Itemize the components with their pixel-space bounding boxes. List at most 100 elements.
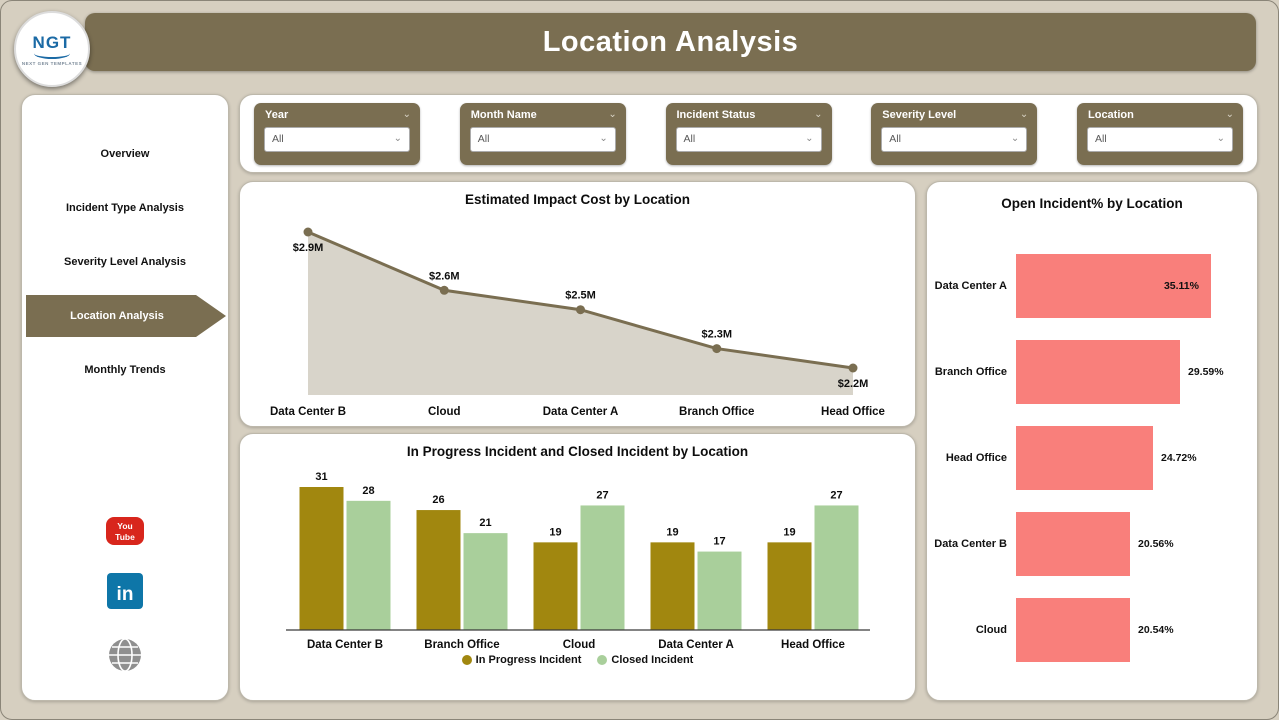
hbar-track: 35.11% [1016,254,1211,318]
filter-incident-status: Incident Status ⌄ All ⌄ [665,102,832,165]
hbar-track: 20.56% [1016,512,1174,576]
legend-label: Closed Incident [611,654,694,666]
year-dropdown[interactable]: All ⌄ [264,126,410,152]
bar[interactable] [1016,340,1180,404]
chevron-down-icon[interactable]: ⌄ [402,108,411,120]
panel-incidents-by-location: In Progress Incident and Closed Incident… [239,433,916,701]
filter-label: Incident Status [676,108,756,121]
bar[interactable] [346,500,391,630]
website-globe-icon[interactable] [106,636,144,674]
dropdown-value: All [477,133,490,145]
legend-item[interactable]: Closed Incident [597,654,693,666]
data-label: $2.2M [838,378,869,390]
data-point[interactable] [439,285,449,295]
data-point[interactable] [712,344,722,354]
sidebar-nav: Overview Incident Type Analysis Severity… [22,95,228,385]
axis-category-label: Branch Office [934,366,1007,378]
data-label: 20.56% [1138,538,1174,550]
filter-label: Location [1088,108,1134,121]
logo-text: NGT [32,32,72,52]
dropdown-value: All [889,133,901,145]
hbar-row: Head Office 24.72% [933,415,1257,501]
filter-label: Year [265,108,289,121]
data-label: 19 [783,526,795,538]
impact-cost-area-chart: $2.9M Data Center B $2.6M Cloud $2.5M Data Ce… [270,227,885,418]
hbar-row: Cloud 20.54% [933,587,1257,673]
bar[interactable] [650,542,695,630]
data-label: 31 [315,471,327,483]
chart-title: Open Incident% by Location [1001,196,1183,211]
bar[interactable] [697,551,742,630]
data-point[interactable] [303,227,313,237]
chart-title: Estimated Impact Cost by Location [464,192,691,207]
bar[interactable] [767,542,812,630]
bar[interactable] [814,505,859,630]
axis-category-label: Cloud [563,639,596,651]
chart-title: In Progress Incident and Closed Incident… [406,444,749,459]
legend-dot [597,655,608,665]
data-point[interactable] [576,305,585,315]
axis-category-label: Data Center B [270,406,346,418]
linkedin-icon[interactable]: in [107,573,143,609]
chevron-down-icon[interactable]: ⌄ [608,108,617,120]
chevron-down-icon[interactable]: ⌄ [1225,108,1234,120]
bar[interactable] [1016,426,1153,490]
chevron-down-icon: ⌄ [393,133,402,144]
bar[interactable] [463,533,508,630]
bar[interactable] [580,505,625,630]
axis-category-label: Branch Office [424,639,499,651]
sidebar-item-location-analysis[interactable]: Location Analysis [26,295,226,337]
incident-status-dropdown[interactable]: All ⌄ [675,126,822,152]
chevron-down-icon[interactable]: ⌄ [814,108,823,120]
hbar-track: 24.72% [1016,426,1197,490]
legend-dot [461,655,472,665]
bar[interactable] [533,542,578,630]
dropdown-value: All [1095,133,1107,145]
data-label: $2.5M [565,290,596,302]
data-label: 27 [596,489,608,501]
hbar-row: Data Center A 35.11% [933,243,1257,329]
axis-category-label: Data Center B [307,639,383,651]
sidebar-item-severity-level-analysis[interactable]: Severity Level Analysis [64,256,186,268]
bar[interactable] [1016,512,1130,576]
hbar-track: 20.54% [1016,598,1174,662]
data-label: 35.11% [1163,280,1199,292]
axis-category-label: Head Office [781,639,845,651]
hbar-row: Branch Office 29.59% [933,329,1257,415]
severity-level-dropdown[interactable]: All ⌄ [881,126,1028,152]
data-label: 26 [432,494,444,506]
bar[interactable] [1016,598,1130,662]
data-label: 17 [713,536,725,548]
sidebar-item-incident-type-analysis[interactable]: Incident Type Analysis [66,202,184,214]
axis-category-label: Data Center A [934,280,1007,292]
data-label: $2.3M [701,329,732,341]
hbar-row: Data Center B 20.56% [933,501,1257,587]
data-label: 29.59% [1188,366,1224,378]
chevron-down-icon: ⌄ [1216,133,1225,144]
svg-text:Tube: Tube [115,532,135,542]
bar[interactable] [416,510,461,630]
bar[interactable] [299,487,344,630]
location-dropdown[interactable]: All ⌄ [1087,126,1233,152]
legend-item[interactable]: In Progress Incident [461,654,581,666]
dropdown-value: All [683,133,696,145]
youtube-icon[interactable]: You Tube [105,516,145,546]
chevron-down-icon[interactable]: ⌄ [1019,108,1029,120]
data-label: 24.72% [1161,452,1197,464]
sidebar-item-monthly-trends[interactable]: Monthly Trends [84,364,166,376]
axis-category-label: Data Center B [934,538,1007,550]
month-name-dropdown[interactable]: All ⌄ [469,126,616,152]
data-point[interactable] [848,363,858,373]
data-label: 21 [479,517,491,529]
page-title: Location Analysis [542,25,799,58]
axis-category-label: Cloud [428,406,461,418]
data-label: 19 [549,526,561,538]
chart-legend: In Progress Incident Closed Incident [240,654,915,666]
sidebar-item-overview[interactable]: Overview [100,148,150,160]
filter-label: Severity Level [882,108,957,121]
panel-impact-cost-by-location: Estimated Impact Cost by Location $2.9M D… [239,181,916,427]
axis-category-label: Data Center A [658,639,734,651]
bar[interactable]: 35.11% [1016,254,1211,318]
axis-category-label: Head Office [945,452,1007,464]
